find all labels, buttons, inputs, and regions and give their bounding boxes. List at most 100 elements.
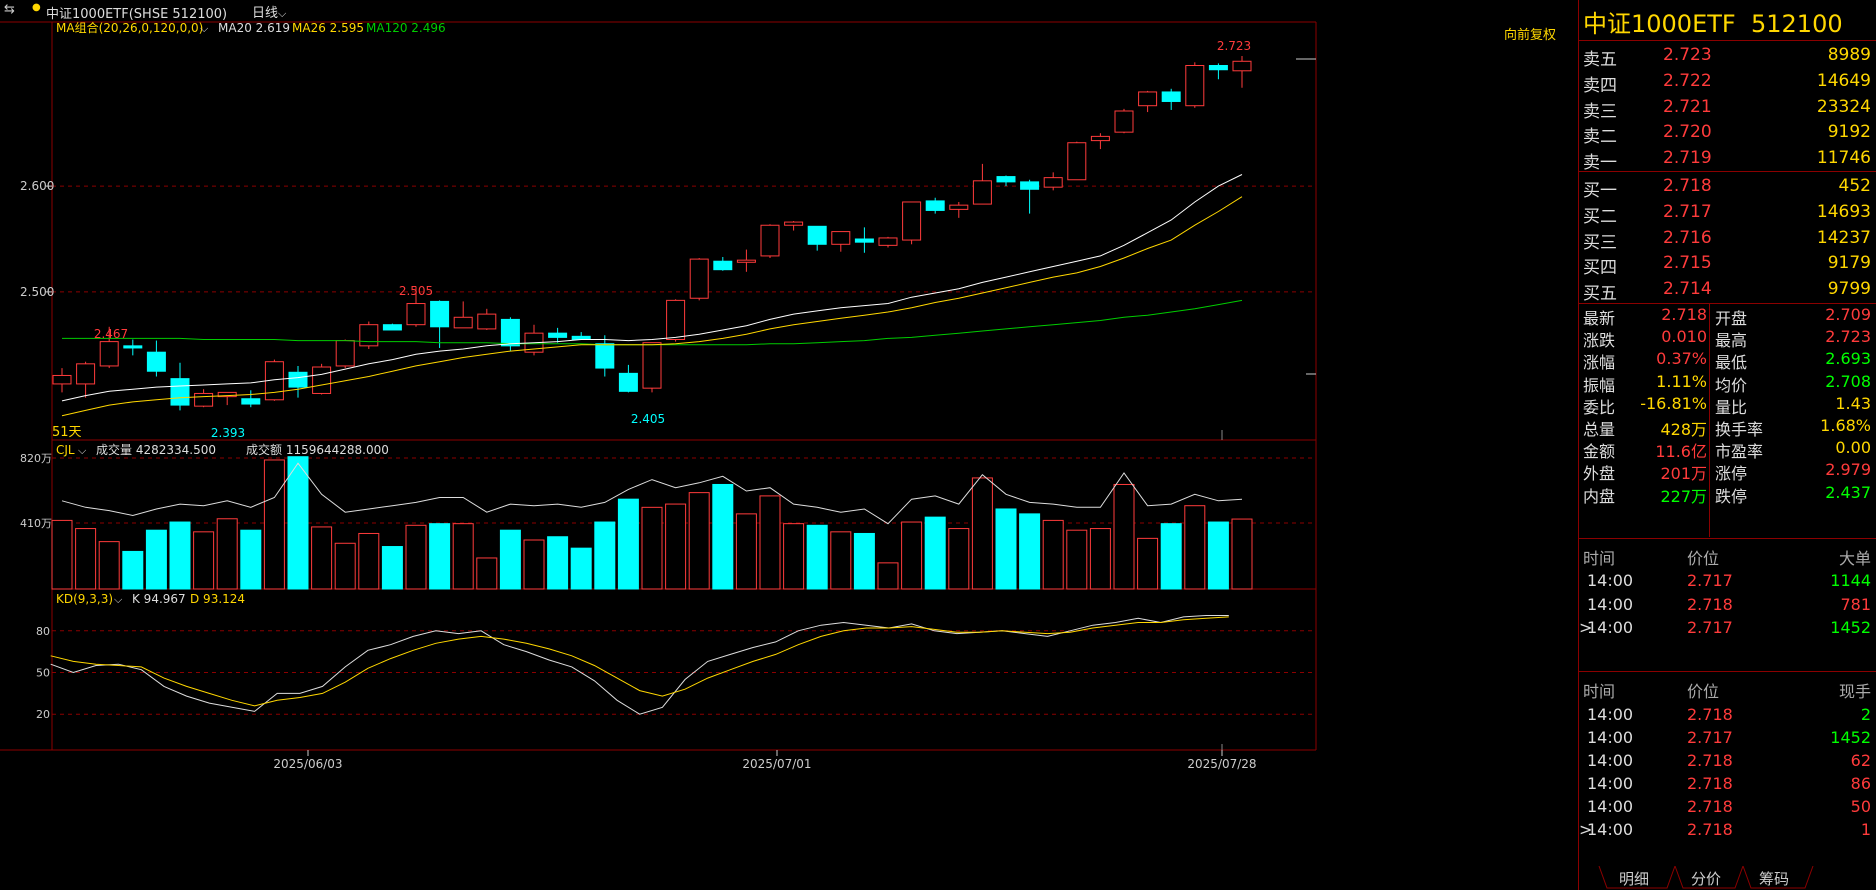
volume-bar: [1042, 519, 1064, 590]
bid-row[interactable]: 买四 2.715 9179: [1579, 250, 1876, 279]
chart-area[interactable]: 2.600 2.500 820万 410万 80 50 20 2.723 2.505 2.467 2…: [0, 0, 1578, 890]
candle-body: [784, 221, 804, 226]
candle: [1232, 55, 1252, 88]
candle: [902, 201, 922, 245]
volume-bar: [145, 529, 167, 590]
table-row[interactable]: 14:00 2.718 781: [1579, 595, 1876, 617]
candle-body: [878, 237, 898, 246]
stat-value: 2.723: [1825, 327, 1871, 347]
tab-price[interactable]: 分价: [1691, 870, 1722, 888]
row-time: 14:00: [1587, 594, 1634, 614]
level-volume: 452: [1838, 176, 1871, 196]
table-row[interactable]: >14:00 2.718 1: [1579, 820, 1876, 842]
row-volume: 62: [1850, 751, 1871, 770]
candle-body: [1067, 142, 1087, 181]
divider: [1709, 304, 1710, 537]
level-price: 2.716: [1663, 227, 1712, 248]
level-volume: 23324: [1816, 96, 1871, 117]
row-volume: 86: [1850, 774, 1871, 793]
quote-title: 中证1000ETF 512100: [1583, 4, 1843, 39]
row-marker: >: [1579, 618, 1593, 637]
candle-body: [194, 392, 214, 407]
candle-body: [217, 391, 237, 398]
table-row[interactable]: 14:00 2.718 2: [1579, 705, 1876, 727]
top-bar: ⇆ ● 中证1000ETF(SHSE 512100) 日线⌵ 向前复权: [0, 0, 1578, 43]
bid-row[interactable]: 买三 2.716 14237: [1579, 225, 1876, 253]
table-row[interactable]: >14:00 2.717 1452: [1579, 618, 1876, 640]
bid-row[interactable]: 买一 2.718 452: [1579, 173, 1876, 201]
candle-body: [453, 316, 473, 329]
row-price: 2.718: [1687, 774, 1733, 793]
stat-label: 市盈率: [1715, 442, 1764, 462]
row-volume: 1144: [1830, 571, 1871, 590]
volume-bar: [240, 529, 262, 590]
candle: [1138, 90, 1158, 113]
ask-row[interactable]: 卖五 2.723 8989: [1579, 42, 1876, 70]
bid-row[interactable]: 买五 2.714 9799: [1579, 276, 1876, 304]
level-price: 2.714: [1663, 279, 1712, 300]
low-price-marker: 2.393: [211, 426, 245, 440]
volume-legend: 成交量 4282334.500: [96, 442, 216, 457]
volume-bar: [901, 521, 923, 590]
table-row[interactable]: 14:00 2.718 62: [1579, 751, 1876, 773]
candle: [760, 224, 780, 259]
y-tick-label: 80: [36, 625, 50, 638]
row-volume: 1452: [1830, 728, 1871, 747]
table-row[interactable]: 14:00 2.717 1452: [1579, 728, 1876, 750]
stat-value: 2.708: [1825, 371, 1871, 391]
candle-body: [618, 372, 638, 392]
period-label[interactable]: 日线: [252, 6, 279, 21]
candle-body: [335, 340, 355, 367]
table-header: 价位: [1687, 549, 1720, 568]
tab-detail[interactable]: 明细: [1619, 870, 1650, 888]
candle-body: [123, 345, 143, 349]
level-volume: 14693: [1816, 201, 1871, 222]
period-selector[interactable]: 日线⌵: [252, 2, 286, 21]
level-volume: 9192: [1827, 122, 1871, 143]
row-time: 14:00: [1587, 571, 1634, 590]
candle: [453, 301, 473, 329]
candle-body: [1114, 110, 1134, 133]
stat-value: 2.718: [1661, 305, 1707, 324]
volume-bar: [476, 557, 498, 590]
chevron-down-icon[interactable]: ⌵: [278, 7, 287, 20]
tab-chips[interactable]: 筹码: [1759, 870, 1790, 888]
row-volume: 1: [1860, 820, 1871, 839]
volume-bar: [358, 532, 380, 590]
stat-label: 内盘: [1583, 486, 1616, 506]
row-price: 2.718: [1687, 594, 1733, 614]
candle-body: [406, 303, 426, 326]
price-marker: 2.505: [399, 284, 433, 298]
row-time: 14:00: [1587, 728, 1634, 747]
candle: [1208, 63, 1228, 80]
row-time: 14:00: [1587, 774, 1634, 793]
level-label: 买四: [1583, 258, 1617, 279]
candle-body: [312, 366, 332, 394]
candle-body: [642, 342, 662, 389]
y-tick-label: 2.600: [20, 179, 54, 193]
price-marker: 2.467: [94, 327, 128, 341]
table-row[interactable]: 14:00 2.718 86: [1579, 774, 1876, 796]
candle-body: [1138, 91, 1158, 107]
candle-body: [548, 332, 568, 338]
link-icon[interactable]: ⇆: [4, 2, 15, 17]
row-time: 14:00: [1587, 820, 1634, 839]
level-volume: 8989: [1827, 45, 1871, 65]
table-row[interactable]: 14:00 2.718 50: [1579, 797, 1876, 819]
ask-row[interactable]: 卖四 2.722 14649: [1579, 68, 1876, 96]
y-tick-label: 20: [36, 708, 50, 721]
candle-body: [146, 351, 166, 372]
row-price: 2.718: [1687, 797, 1733, 816]
candle: [689, 258, 709, 301]
candle: [1161, 88, 1181, 110]
ask-row[interactable]: 卖三 2.721 23324: [1579, 94, 1876, 122]
table-row[interactable]: 14:00 2.717 1144: [1579, 571, 1876, 593]
ask-row[interactable]: 卖二 2.720 9192: [1579, 119, 1876, 147]
volume-bar: [1231, 518, 1253, 590]
stat-label: 跌停: [1715, 486, 1748, 506]
bid-row[interactable]: 买二 2.717 14693: [1579, 199, 1876, 227]
row-price: 2.717: [1687, 618, 1733, 637]
ask-row[interactable]: 卖一 2.719 11746: [1579, 145, 1876, 173]
stat-value: 2.437: [1825, 482, 1871, 502]
adjust-button[interactable]: 向前复权: [1504, 28, 1557, 43]
